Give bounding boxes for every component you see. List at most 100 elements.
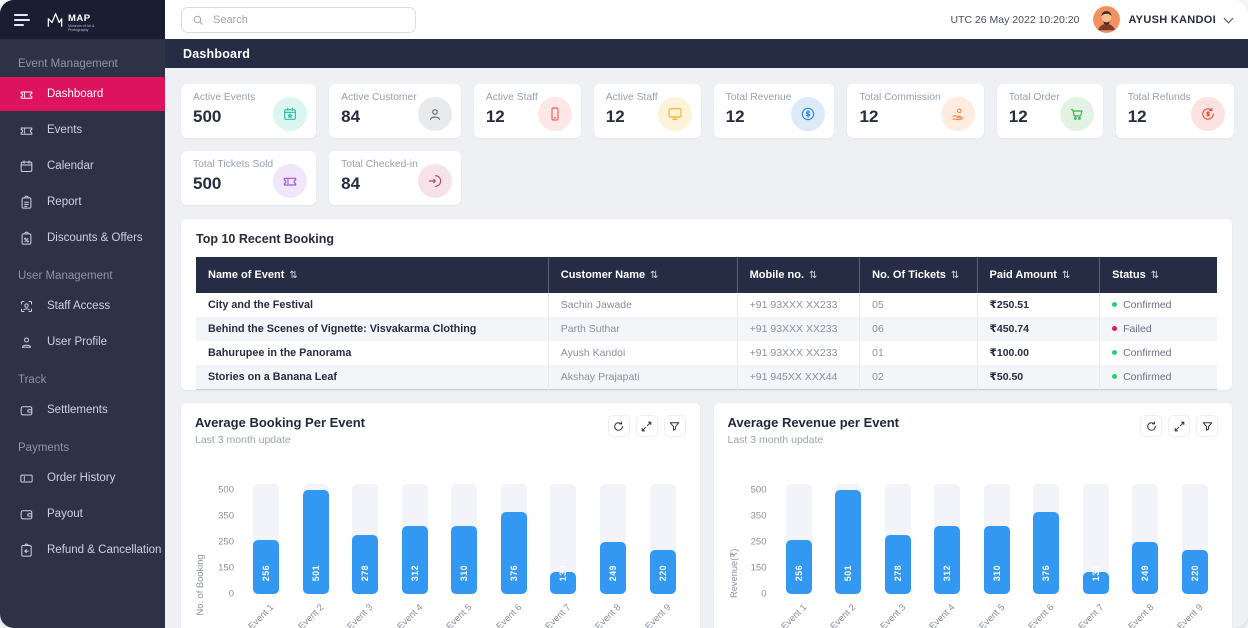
refresh-button[interactable] bbox=[1140, 415, 1162, 437]
stat-card-value: 12 bbox=[726, 107, 792, 127]
bar-value-label: 312 bbox=[942, 565, 952, 581]
column-header-paid-amount[interactable]: Paid Amount⇅ bbox=[977, 257, 1100, 293]
filter-button[interactable] bbox=[1196, 415, 1218, 437]
sidebar-item-payout[interactable]: Payout bbox=[0, 497, 165, 531]
cell-status: Confirmed bbox=[1100, 365, 1217, 390]
y-tick-label: 250 bbox=[751, 537, 767, 548]
sidebar-item-label: Calendar bbox=[47, 160, 94, 172]
chart-subtitle: Last 3 month update bbox=[195, 434, 365, 446]
x-axis-label: Event 4 bbox=[928, 602, 957, 628]
charts-row: Average Booking Per EventLast 3 month up… bbox=[181, 403, 1232, 628]
y-tick-label: 250 bbox=[218, 537, 234, 548]
status-text: Confirmed bbox=[1123, 371, 1171, 383]
bar-event-9[interactable]: 220 bbox=[1182, 550, 1208, 594]
bar-event-3[interactable]: 278 bbox=[885, 535, 911, 594]
sidebar-section-event-management: Event Management bbox=[18, 58, 165, 70]
column-header-name-of-event[interactable]: Name of Event⇅ bbox=[196, 257, 548, 293]
ticket-icon bbox=[19, 123, 34, 138]
cell-tickets: 01 bbox=[860, 341, 977, 365]
cell-paid-amount: ₹450.74 bbox=[977, 317, 1100, 341]
bar-event-9[interactable]: 220 bbox=[650, 550, 676, 594]
column-label: Mobile no. bbox=[750, 269, 804, 281]
bar-event-8[interactable]: 249 bbox=[1132, 542, 1158, 594]
bar-event-8[interactable]: 249 bbox=[600, 542, 626, 594]
sidebar-item-calendar[interactable]: Calendar bbox=[0, 149, 165, 183]
sidebar-item-label: Dashboard bbox=[47, 88, 103, 100]
bar-event-2[interactable]: 501 bbox=[835, 490, 861, 594]
sidebar-item-events[interactable]: Events bbox=[0, 113, 165, 147]
bar-value-label: 256 bbox=[261, 565, 271, 581]
sidebar-item-refund-cancellation[interactable]: Refund & Cancellation bbox=[0, 533, 165, 567]
user-profile-icon bbox=[19, 335, 34, 350]
bar-value-label: 220 bbox=[1190, 565, 1200, 581]
y-tick-label: 0 bbox=[229, 589, 234, 600]
sidebar-item-staff-access[interactable]: Staff Access bbox=[0, 289, 165, 323]
status-dot bbox=[1112, 326, 1117, 331]
cell-event-name: Behind the Scenes of Vignette: Visvakarm… bbox=[196, 317, 548, 341]
table-row-2[interactable]: Bahurupee in the PanoramaAyush Kandoi+91… bbox=[196, 341, 1217, 365]
bar-event-4[interactable]: 312 bbox=[402, 526, 428, 594]
bar-event-2[interactable]: 501 bbox=[303, 490, 329, 594]
x-axis-label: Event 7 bbox=[1076, 602, 1105, 628]
bar-column-event-7: 130Event 7 bbox=[550, 454, 576, 594]
column-header-status[interactable]: Status⇅ bbox=[1100, 257, 1217, 293]
x-axis-label: Event 6 bbox=[494, 602, 523, 628]
table-row-3[interactable]: Stories on a Banana LeafAkshay Prajapati… bbox=[196, 365, 1217, 390]
bar-event-3[interactable]: 278 bbox=[352, 535, 378, 594]
bar-event-1[interactable]: 256 bbox=[253, 540, 279, 594]
bar-event-5[interactable]: 310 bbox=[984, 526, 1010, 594]
bar-event-1[interactable]: 256 bbox=[786, 540, 812, 594]
recent-booking-table: Name of Event⇅Customer Name⇅ Mobile no. ⇅ N… bbox=[196, 257, 1217, 390]
column-header-no-of-tickets[interactable]: No. Of Tickets⇅ bbox=[860, 257, 977, 293]
table-row-1[interactable]: Behind the Scenes of Vignette: Visvakarm… bbox=[196, 317, 1217, 341]
stat-card-icon-circle bbox=[273, 97, 307, 131]
bar-event-4[interactable]: 312 bbox=[934, 526, 960, 594]
sidebar-item-order-history[interactable]: Order History bbox=[0, 461, 165, 495]
chevron-down-icon[interactable] bbox=[1224, 13, 1234, 23]
column-label: Paid Amount bbox=[990, 269, 1057, 281]
monitor-icon bbox=[667, 106, 683, 122]
bar-event-7[interactable]: 130 bbox=[1083, 572, 1109, 595]
sidebar-item-dashboard[interactable]: Dashboard bbox=[0, 77, 165, 111]
chart-card-average-revenue-per-event: Average Revenue per EventLast 3 month up… bbox=[714, 403, 1233, 628]
refresh-button[interactable] bbox=[608, 415, 630, 437]
chart-card-average-booking-per-event: Average Booking Per EventLast 3 month up… bbox=[181, 403, 700, 628]
bar-event-6[interactable]: 376 bbox=[501, 512, 527, 595]
bar-column-event-6: 376Event 6 bbox=[501, 454, 527, 594]
table-header-row: Name of Event⇅Customer Name⇅ Mobile no. ⇅ N… bbox=[196, 257, 1217, 293]
wallet-icon bbox=[19, 507, 34, 522]
bar-event-7[interactable]: 130 bbox=[550, 572, 576, 595]
hamburger-menu-icon[interactable] bbox=[14, 14, 30, 26]
column-header-customer-name[interactable]: Customer Name⇅ bbox=[548, 257, 737, 293]
search-input[interactable] bbox=[211, 13, 405, 27]
table-row-0[interactable]: City and the FestivalSachin Jawade+91 93… bbox=[196, 293, 1217, 317]
stat-card-icon-circle bbox=[418, 164, 452, 198]
page-title: Dashboard bbox=[183, 47, 250, 61]
stat-card-value: 84 bbox=[341, 107, 417, 127]
sidebar-item-discounts-offers[interactable]: Discounts & Offers bbox=[0, 221, 165, 255]
stat-card-total-order-6: Total Order12 bbox=[997, 84, 1103, 138]
user-avatar[interactable] bbox=[1093, 6, 1120, 33]
filter-icon bbox=[668, 420, 681, 433]
bar-value-label: 249 bbox=[608, 565, 618, 581]
sidebar-item-user-profile[interactable]: User Profile bbox=[0, 325, 165, 359]
bar-event-6[interactable]: 376 bbox=[1033, 512, 1059, 595]
sidebar-item-report[interactable]: Report bbox=[0, 185, 165, 219]
sidebar-item-settlements[interactable]: Settlements bbox=[0, 393, 165, 427]
chart-area: No. of Booking0150250350500256Event 1501… bbox=[195, 454, 686, 594]
user-name[interactable]: AYUSH KANDOI bbox=[1128, 14, 1216, 26]
column-header-mobile-no[interactable]: Mobile no. ⇅ bbox=[737, 257, 860, 293]
cart-icon bbox=[1069, 106, 1085, 122]
expand-button[interactable] bbox=[1168, 415, 1190, 437]
stat-card-icon-circle bbox=[538, 97, 572, 131]
filter-button[interactable] bbox=[664, 415, 686, 437]
sidebar-section-user-management: User Management bbox=[18, 270, 165, 282]
sort-icon: ⇅ bbox=[809, 270, 817, 281]
expand-button[interactable] bbox=[636, 415, 658, 437]
cell-mobile: +91 93XXX XX233 bbox=[737, 341, 860, 365]
app-window: MAP Museum of Art & Photography Event Ma… bbox=[0, 0, 1248, 628]
bar-event-5[interactable]: 310 bbox=[451, 526, 477, 594]
stat-card-value: 12 bbox=[859, 107, 940, 127]
cell-event-name: City and the Festival bbox=[196, 293, 548, 317]
cell-mobile: +91 93XXX XX233 bbox=[737, 317, 860, 341]
